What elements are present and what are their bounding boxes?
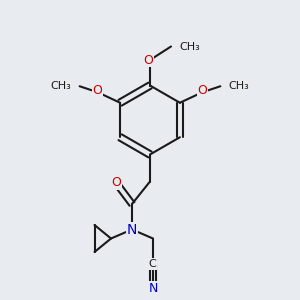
Text: O: O <box>93 84 103 97</box>
Text: O: O <box>197 84 207 97</box>
Text: CH₃: CH₃ <box>50 81 71 91</box>
Text: N: N <box>148 282 158 295</box>
Text: N: N <box>127 223 137 236</box>
Text: O: O <box>111 176 121 189</box>
Text: CH₃: CH₃ <box>179 41 200 52</box>
Text: C: C <box>148 259 156 269</box>
Text: O: O <box>144 53 153 67</box>
Text: CH₃: CH₃ <box>229 81 250 91</box>
